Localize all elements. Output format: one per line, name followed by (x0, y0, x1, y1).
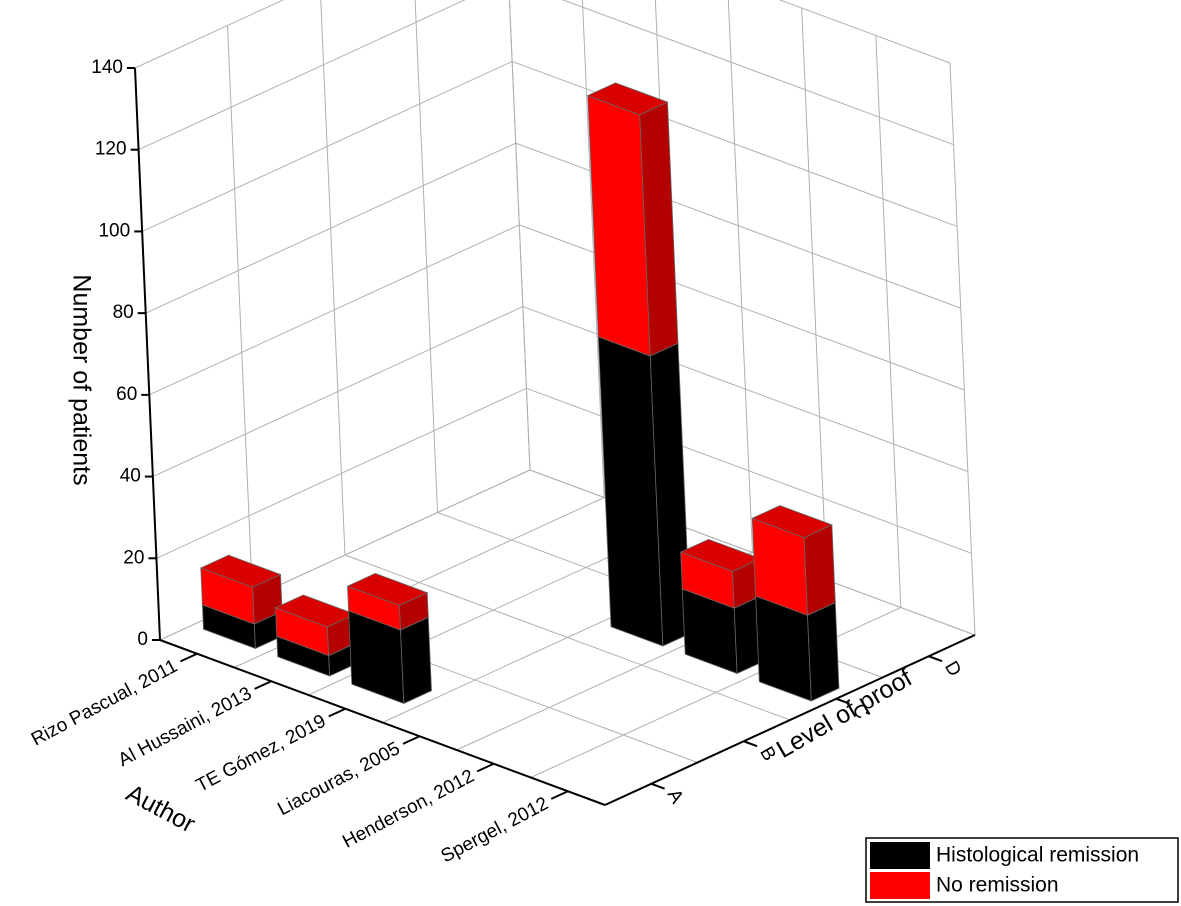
wall-grid-line (801, 7, 828, 581)
y-tick-label: 40 (120, 466, 141, 487)
x-tick (402, 735, 421, 745)
x-tick (328, 707, 346, 718)
bar-top-face (751, 505, 833, 539)
floor-grid-line (530, 607, 902, 778)
legend-swatch (870, 842, 930, 869)
bars-layer (199, 82, 840, 705)
wall-grid-line (508, 0, 531, 471)
y-tick-label: 100 (98, 220, 130, 241)
grid-line (778, 0, 951, 64)
x-tick-label: Liacouras, 2005 (274, 738, 403, 820)
x-tick (180, 652, 198, 663)
z-axis-line (604, 634, 976, 806)
bar-segment (199, 554, 283, 625)
y-tick-label: 80 (113, 302, 134, 323)
x-tick-label: Spergel, 2012 (438, 793, 552, 867)
wall-grid-line (227, 25, 253, 598)
bar-side-face (803, 524, 836, 616)
wall-grid-line (508, 0, 531, 471)
wall-grid-line (581, 0, 605, 498)
y-tick-label: 140 (91, 57, 123, 78)
z-tick (650, 782, 665, 790)
y-tick-label: 60 (116, 384, 137, 405)
legend-label: Histological remission (936, 844, 1139, 867)
legend-swatch (870, 872, 930, 899)
y-axis-title: Number of patients (67, 274, 95, 485)
z-tick (835, 697, 850, 705)
y-tick-label: 0 (137, 629, 148, 650)
z-tick (928, 655, 943, 663)
z-tick-label: D (940, 658, 965, 680)
bar-side-face (807, 601, 840, 702)
y-tick-label: 120 (95, 139, 127, 160)
bar-segment (751, 505, 836, 616)
grid-line (134, 0, 285, 69)
wall-grid-line (320, 0, 346, 556)
bar-top-face (346, 572, 429, 606)
wall-grid-line (727, 0, 753, 553)
bar-segment (346, 572, 429, 631)
z-tick-label: A (663, 786, 688, 808)
grid-layer (134, 0, 976, 806)
wall-grid-line (875, 35, 902, 608)
wall-grid-line (414, 0, 438, 513)
bar-segment (586, 82, 679, 357)
bar-side-face (400, 616, 432, 705)
legend-label: No remission (936, 874, 1059, 897)
x-tick (254, 680, 272, 690)
x-tick (550, 790, 569, 800)
y-tick-label: 20 (123, 547, 144, 568)
bar-top-face (586, 82, 669, 116)
bar-top-face (199, 554, 282, 588)
wall-grid-line (949, 62, 976, 636)
bar-segment (597, 323, 692, 647)
z-tick (743, 740, 758, 748)
x-tick (476, 762, 495, 773)
legend: Histological remission No remission (865, 837, 1179, 903)
x-axis-line (159, 639, 606, 806)
x-axis-title: Author (122, 779, 200, 838)
y-axis-line (134, 67, 161, 641)
